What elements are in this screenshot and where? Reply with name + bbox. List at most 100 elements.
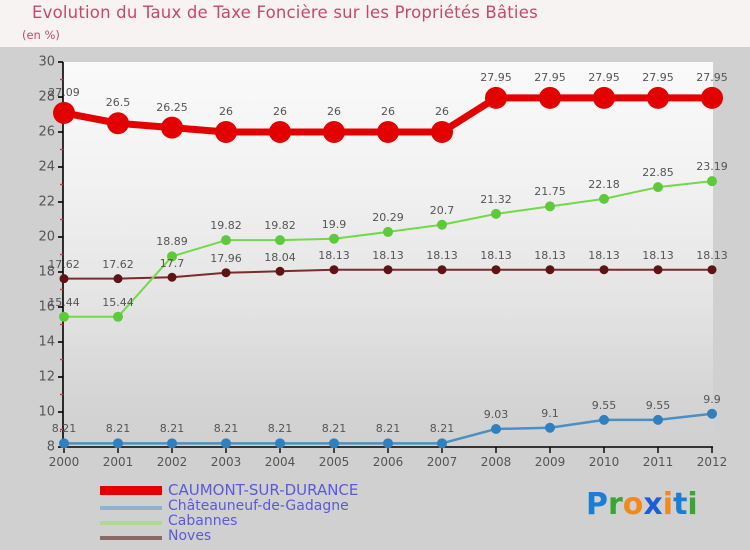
- data-point-label: 26: [273, 105, 287, 118]
- logo-letter: P: [586, 487, 608, 522]
- data-point: [167, 438, 177, 449]
- data-point: [707, 265, 717, 275]
- y-axis-tick-label: 26: [38, 124, 55, 140]
- data-point: [599, 193, 609, 204]
- data-point: [545, 265, 555, 275]
- data-point: [161, 116, 183, 139]
- data-point-label: 18.13: [696, 249, 728, 263]
- x-axis-tick-label: 2012: [696, 455, 728, 469]
- y-axis-tick-label: 10: [38, 404, 55, 420]
- series-group: [53, 86, 723, 449]
- data-point-label: 8.21: [321, 422, 347, 436]
- data-point: [485, 86, 507, 109]
- data-point-label: 27.95: [534, 70, 566, 84]
- data-point: [383, 265, 393, 275]
- data-point-label: 20.7: [429, 203, 455, 217]
- y-axis-tick-label: 24: [38, 159, 55, 175]
- y-axis-tick-label: 20: [38, 229, 55, 245]
- x-axis-tick-label: 2006: [372, 455, 404, 469]
- data-point-label: 15.44: [102, 295, 134, 309]
- proxiti-logo[interactable]: Proxiti: [586, 487, 698, 522]
- data-point: [701, 86, 723, 109]
- data-point-label: 27.95: [642, 70, 674, 84]
- data-point-label: 9.1: [541, 406, 559, 420]
- data-point: [599, 414, 609, 425]
- data-point: [221, 235, 231, 246]
- data-point: [491, 423, 501, 434]
- data-point: [329, 438, 339, 449]
- data-point: [215, 121, 237, 143]
- data-point: [707, 408, 717, 419]
- data-point-label: 8.21: [375, 422, 401, 436]
- logo-letter: r: [608, 487, 623, 522]
- data-point-label: 18.13: [480, 249, 512, 263]
- y-axis-tick-label: 14: [38, 334, 55, 350]
- data-point: [59, 274, 69, 284]
- data-point-label: 8.21: [429, 422, 455, 436]
- data-point-label: 18.89: [156, 235, 188, 249]
- y-axis-tick-label: 30: [38, 54, 55, 70]
- data-point: [269, 121, 291, 143]
- data-point-label: 15.44: [48, 295, 80, 309]
- data-point: [167, 272, 177, 282]
- legend-item[interactable]: Cabannes: [100, 513, 500, 530]
- data-point-label: 22.85: [642, 166, 674, 180]
- data-point: [167, 251, 177, 262]
- data-point: [431, 121, 453, 143]
- legend-item[interactable]: Châteauneuf-de-Gadagne: [100, 498, 500, 515]
- data-point: [275, 438, 285, 449]
- data-point: [53, 101, 75, 124]
- chart-header: Evolution du Taux de Taxe Foncière sur l…: [0, 0, 750, 47]
- data-point-label: 20.29: [372, 210, 404, 224]
- chart-legend: CAUMONT-SUR-DURANCE Châteauneuf-de-Gadagn…: [100, 481, 500, 545]
- data-point-label: 27.09: [48, 85, 80, 99]
- legend-color-swatch: [100, 486, 162, 495]
- logo-letter: t: [673, 487, 688, 522]
- data-point: [323, 121, 345, 143]
- data-point: [653, 414, 663, 425]
- x-axis-tick-label: 2003: [210, 455, 242, 469]
- logo-letter: i: [687, 487, 698, 522]
- logo-letter: x: [643, 487, 663, 522]
- data-point-label: 17.62: [48, 258, 80, 272]
- x-axis-tick-label: 2002: [156, 455, 188, 469]
- data-point: [383, 438, 393, 449]
- data-point-label: 19.82: [210, 219, 242, 233]
- y-axis-tick-label: 12: [38, 369, 55, 385]
- data-point-label: 8.21: [213, 422, 239, 436]
- data-point-label: 26.5: [105, 96, 131, 110]
- data-point: [221, 268, 231, 278]
- legend-item-label: Châteauneuf-de-Gadagne: [168, 498, 349, 514]
- y-axis-tick-label: 16: [38, 299, 55, 315]
- data-point: [545, 201, 555, 212]
- data-point: [707, 176, 717, 187]
- data-point: [437, 219, 447, 230]
- data-point-label: 18.13: [426, 249, 458, 263]
- legend-color-swatch: [100, 536, 162, 540]
- data-point-label: 9.03: [483, 407, 509, 421]
- legend-item[interactable]: CAUMONT-SUR-DURANCE: [100, 481, 500, 500]
- data-point-label: 8.21: [51, 422, 77, 436]
- data-point-label: 19.9: [321, 217, 347, 231]
- x-axis-tick-label: 2011: [642, 455, 674, 469]
- page-title: Evolution du Taux de Taxe Foncière sur l…: [32, 3, 538, 22]
- chart-unit-label: (en %): [22, 28, 60, 42]
- legend-item[interactable]: Noves: [100, 528, 500, 545]
- data-point-label: 26: [327, 105, 341, 118]
- legend-item-label: Noves: [168, 528, 212, 544]
- data-point-label: 27.95: [480, 70, 512, 84]
- legend-item-label: Cabannes: [168, 513, 238, 529]
- data-point-label: 19.82: [264, 219, 296, 233]
- x-axis-tick-label: 2010: [588, 455, 620, 469]
- data-point-label: 26: [219, 105, 233, 118]
- data-point: [545, 422, 555, 433]
- data-point: [377, 121, 399, 143]
- data-point-label: 8.21: [267, 422, 293, 436]
- data-point-label: 26.25: [156, 100, 188, 114]
- data-point: [329, 233, 339, 244]
- data-point-label: 26: [435, 105, 449, 118]
- data-point-label: 26: [381, 105, 395, 118]
